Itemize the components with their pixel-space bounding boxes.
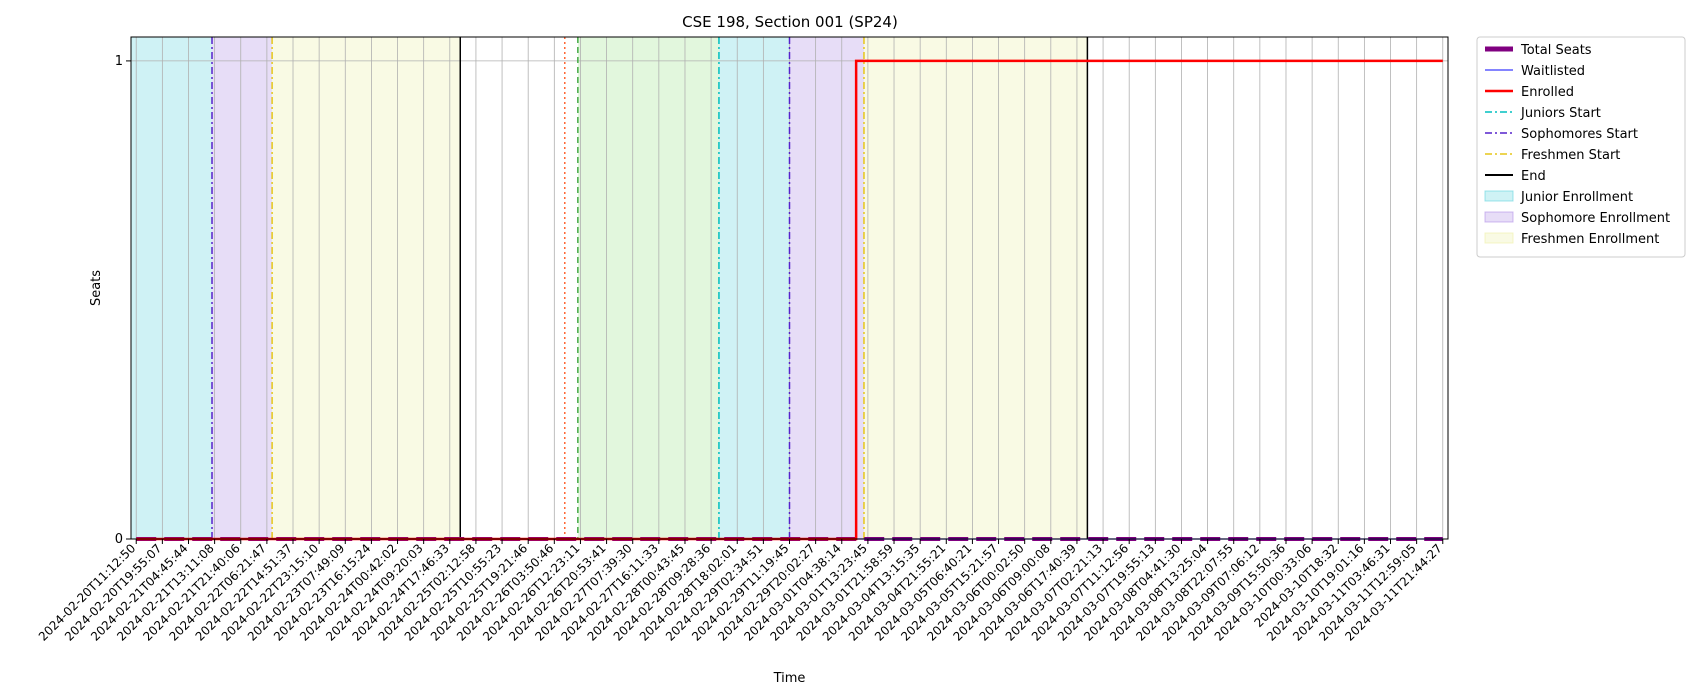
y-tick-label: 1: [115, 54, 123, 69]
legend-swatch: [1484, 190, 1514, 202]
legend-label: Freshmen Enrollment: [1521, 232, 1659, 247]
span-freshmen-enrollment: [272, 37, 461, 539]
chart-title: CSE 198, Section 001 (SP24): [682, 13, 898, 31]
span-sophomore-enrollment: [789, 37, 864, 539]
legend: Total Seats Waitlisted Enrolled Juniors Sta…: [1476, 36, 1686, 258]
span-unnamed: [577, 37, 719, 539]
x-axis: 2024-02-20T11:12:502024-02-20T19:55:0720…: [36, 539, 1445, 644]
x-axis-label: Time: [773, 671, 806, 686]
marker-lines: [211, 37, 1089, 539]
y-tick-label: 0: [115, 532, 123, 547]
grid-layer: [131, 37, 1448, 540]
legend-label: Juniors Start: [1520, 106, 1601, 121]
legend-label: Sophomore Enrollment: [1521, 211, 1670, 226]
legend-swatch: [1484, 232, 1514, 244]
span-freshmen-enrollment: [863, 37, 1088, 539]
y-axis: 01: [115, 54, 131, 547]
legend-label: Total Seats: [1520, 43, 1592, 58]
y-axis-label: Seats: [89, 270, 104, 306]
legend-label: Enrolled: [1521, 85, 1574, 100]
legend-box: [1476, 36, 1686, 258]
legend-label: Junior Enrollment: [1520, 190, 1633, 205]
span-junior-enrollment: [718, 37, 790, 539]
legend-label: Sophomores Start: [1521, 127, 1638, 142]
span-layer: [131, 37, 1088, 539]
span-junior-enrollment: [131, 37, 213, 539]
legend-label: Waitlisted: [1521, 64, 1585, 79]
legend-label: End: [1521, 169, 1546, 184]
span-sophomore-enrollment: [212, 37, 273, 539]
legend-swatch: [1484, 211, 1514, 223]
legend-label: Freshmen Start: [1521, 148, 1620, 163]
